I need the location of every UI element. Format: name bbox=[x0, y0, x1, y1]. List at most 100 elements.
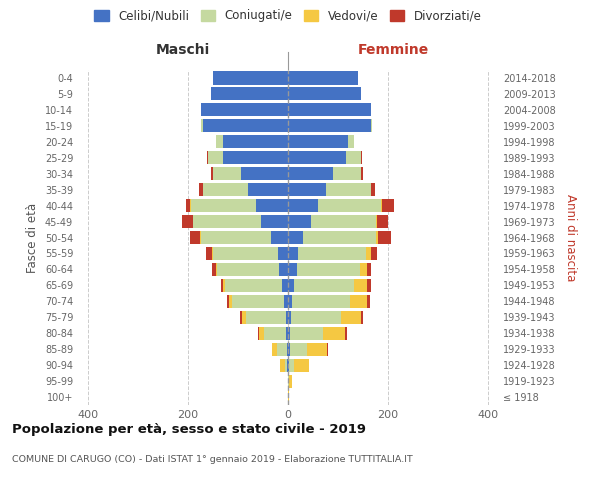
Bar bbox=[378, 231, 391, 244]
Bar bbox=[288, 199, 318, 212]
Text: Popolazione per età, sesso e stato civile - 2019: Popolazione per età, sesso e stato civil… bbox=[12, 422, 366, 436]
Bar bbox=[348, 135, 354, 148]
Bar bbox=[288, 215, 311, 228]
Bar bbox=[263, 326, 286, 340]
Bar bbox=[371, 247, 377, 260]
Bar bbox=[190, 231, 199, 244]
Bar bbox=[227, 295, 229, 308]
Bar bbox=[290, 326, 323, 340]
Bar bbox=[318, 199, 380, 212]
Bar bbox=[277, 342, 287, 355]
Bar bbox=[289, 358, 294, 372]
Bar bbox=[229, 295, 232, 308]
Bar bbox=[325, 183, 371, 196]
Bar bbox=[245, 310, 286, 324]
Bar bbox=[288, 135, 348, 148]
Bar bbox=[288, 183, 325, 196]
Bar bbox=[341, 310, 361, 324]
Bar bbox=[376, 215, 377, 228]
Bar bbox=[298, 247, 365, 260]
Bar bbox=[207, 151, 208, 164]
Bar bbox=[361, 167, 363, 180]
Text: Femmine: Femmine bbox=[358, 43, 428, 57]
Bar bbox=[223, 135, 288, 148]
Bar bbox=[382, 199, 394, 212]
Bar bbox=[288, 151, 346, 164]
Bar bbox=[206, 247, 212, 260]
Bar bbox=[287, 358, 288, 372]
Bar bbox=[260, 215, 288, 228]
Bar bbox=[361, 310, 363, 324]
Bar bbox=[323, 326, 345, 340]
Bar bbox=[193, 215, 260, 228]
Bar bbox=[232, 295, 284, 308]
Bar bbox=[367, 263, 371, 276]
Bar bbox=[288, 231, 303, 244]
Legend: Celibi/Nubili, Coniugati/e, Vedovi/e, Divorziati/e: Celibi/Nubili, Coniugati/e, Vedovi/e, Di… bbox=[91, 6, 485, 26]
Bar bbox=[279, 263, 288, 276]
Bar bbox=[215, 263, 217, 276]
Text: Maschi: Maschi bbox=[156, 43, 210, 57]
Bar bbox=[307, 342, 327, 355]
Bar bbox=[288, 374, 289, 388]
Bar bbox=[359, 263, 367, 276]
Bar bbox=[223, 279, 224, 292]
Y-axis label: Fasce di età: Fasce di età bbox=[26, 202, 39, 272]
Bar bbox=[376, 231, 378, 244]
Bar bbox=[346, 151, 361, 164]
Bar bbox=[282, 279, 288, 292]
Bar bbox=[365, 247, 371, 260]
Bar bbox=[213, 72, 288, 85]
Bar bbox=[212, 263, 215, 276]
Bar bbox=[286, 326, 288, 340]
Bar bbox=[203, 183, 248, 196]
Bar bbox=[288, 247, 298, 260]
Bar bbox=[211, 167, 213, 180]
Bar bbox=[288, 358, 289, 372]
Bar bbox=[288, 342, 290, 355]
Bar bbox=[380, 199, 382, 212]
Bar bbox=[288, 104, 371, 117]
Bar bbox=[288, 88, 361, 101]
Bar bbox=[311, 215, 376, 228]
Bar bbox=[278, 247, 288, 260]
Bar bbox=[345, 326, 347, 340]
Bar bbox=[284, 358, 287, 372]
Bar bbox=[287, 342, 288, 355]
Bar bbox=[248, 183, 288, 196]
Bar bbox=[208, 151, 223, 164]
Bar bbox=[288, 72, 358, 85]
Bar bbox=[241, 167, 288, 180]
Bar bbox=[333, 167, 361, 180]
Bar bbox=[284, 295, 288, 308]
Text: COMUNE DI CARUGO (CO) - Dati ISTAT 1° gennaio 2019 - Elaborazione TUTTITALIA.IT: COMUNE DI CARUGO (CO) - Dati ISTAT 1° ge… bbox=[12, 455, 413, 464]
Bar bbox=[212, 247, 213, 260]
Bar bbox=[259, 326, 263, 340]
Bar bbox=[280, 358, 284, 372]
Bar bbox=[292, 295, 349, 308]
Bar bbox=[354, 279, 367, 292]
Bar bbox=[288, 326, 290, 340]
Bar bbox=[191, 199, 256, 212]
Bar bbox=[288, 310, 290, 324]
Bar bbox=[182, 215, 193, 228]
Bar bbox=[256, 199, 288, 212]
Bar bbox=[327, 342, 328, 355]
Bar bbox=[288, 279, 294, 292]
Bar bbox=[349, 295, 367, 308]
Bar bbox=[217, 263, 279, 276]
Bar bbox=[224, 279, 282, 292]
Bar bbox=[200, 104, 288, 117]
Bar bbox=[186, 199, 190, 212]
Bar bbox=[294, 279, 354, 292]
Bar bbox=[286, 310, 288, 324]
Bar bbox=[199, 183, 203, 196]
Bar bbox=[294, 358, 309, 372]
Bar bbox=[371, 120, 372, 132]
Y-axis label: Anni di nascita: Anni di nascita bbox=[564, 194, 577, 281]
Bar bbox=[199, 231, 200, 244]
Bar bbox=[367, 279, 371, 292]
Bar bbox=[221, 279, 223, 292]
Bar bbox=[211, 88, 288, 101]
Bar bbox=[289, 374, 292, 388]
